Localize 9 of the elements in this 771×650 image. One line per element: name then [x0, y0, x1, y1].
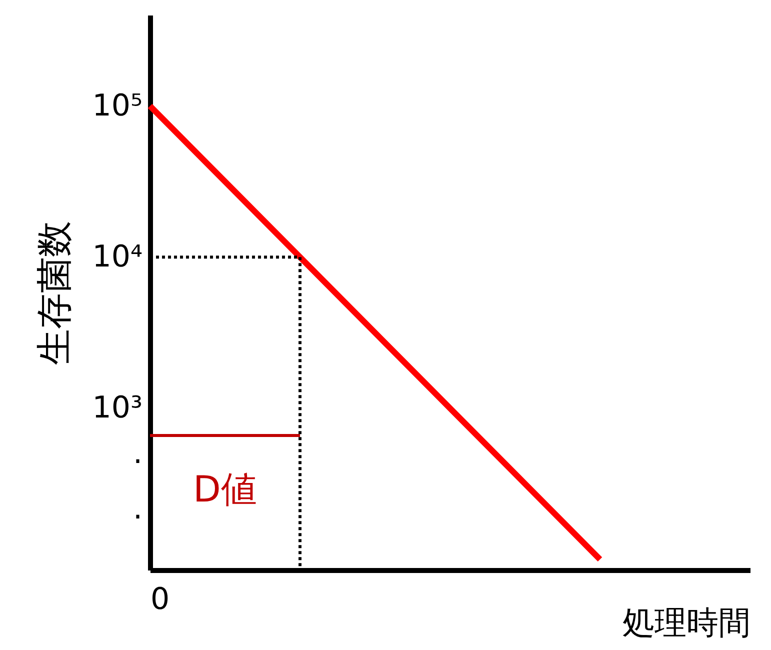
- text: 0: [150, 582, 170, 617]
- y-tick-label: 10⁵: [92, 88, 142, 124]
- x-axis-title: 処理時間: [622, 604, 750, 642]
- y-tick-label: 10⁴: [92, 240, 142, 275]
- y-axis-title: 生存菌数: [34, 221, 76, 365]
- y-tick-label: .: [132, 436, 142, 472]
- annotation: D値: [193, 469, 257, 510]
- y-tick-label: .: [132, 492, 142, 527]
- y-tick-label: 10³: [92, 390, 142, 426]
